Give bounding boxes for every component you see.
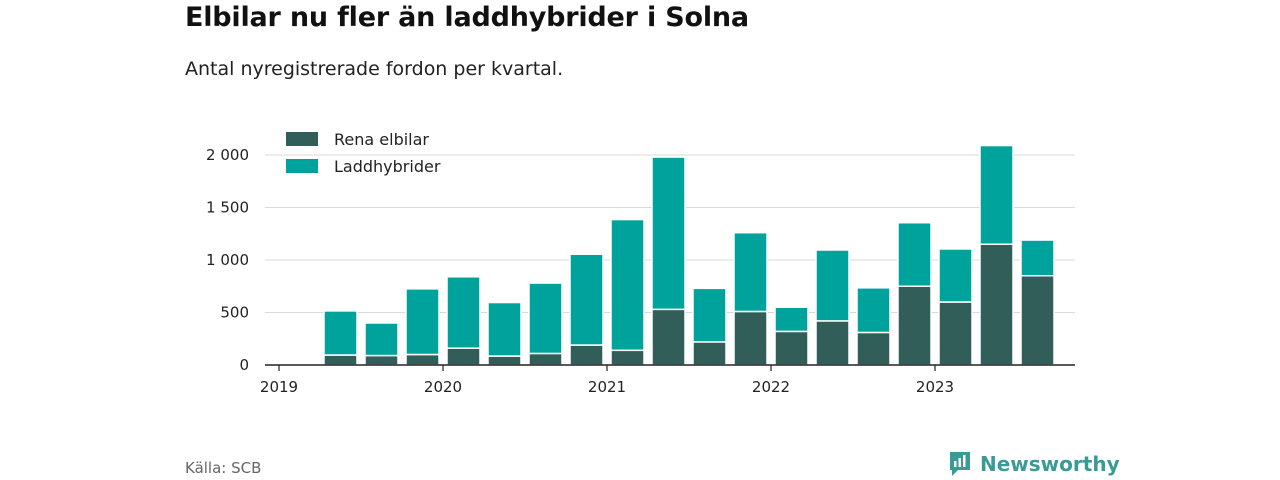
bar-rena-elbilar — [651, 308, 686, 366]
newsworthy-logo-icon — [950, 452, 970, 476]
bar-rena-elbilar — [774, 330, 809, 366]
bar-rena-elbilar — [569, 344, 604, 366]
bar-laddhybrider — [1020, 239, 1055, 277]
bar-laddhybrider — [774, 306, 809, 333]
bar-rena-elbilar — [938, 301, 973, 366]
bar-rena-elbilar — [364, 354, 399, 366]
legend-label: Laddhybrider — [334, 157, 441, 176]
bar-rena-elbilar — [856, 331, 891, 366]
legend-swatch — [286, 132, 318, 146]
y-tick-label: 500 — [220, 304, 249, 322]
chart-subtitle: Antal nyregistrerade fordon per kvartal. — [185, 58, 564, 80]
x-tick-label: 2019 — [260, 378, 298, 396]
legend-swatch — [286, 159, 318, 173]
bar-rena-elbilar — [487, 355, 522, 366]
bar-rena-elbilar — [979, 243, 1014, 366]
x-tick-label: 2021 — [588, 378, 626, 396]
bar-rena-elbilar — [733, 310, 768, 366]
x-tick-label: 2022 — [752, 378, 790, 396]
y-tick-label: 1 000 — [206, 251, 249, 269]
bar-laddhybrider — [610, 218, 645, 352]
newsworthy-brand: Newsworthy — [948, 450, 1120, 478]
source-note: Källa: SCB — [185, 459, 262, 477]
bar-laddhybrider — [405, 288, 440, 356]
bar-laddhybrider — [528, 282, 563, 355]
bar-laddhybrider — [487, 301, 522, 357]
bar-laddhybrider — [446, 276, 481, 349]
bar-rena-elbilar — [610, 349, 645, 366]
stacked-bar-chart: 0 500 1 000 1 500 2 000 2019 2020 2021 2022 2023 R… — [206, 130, 1075, 396]
bar-laddhybrider — [569, 253, 604, 346]
x-tick-label: 2023 — [916, 378, 954, 396]
bar-laddhybrider — [815, 249, 850, 322]
bar-laddhybrider — [692, 287, 727, 343]
y-tick-label: 1 500 — [206, 199, 249, 217]
bar-rena-elbilar — [323, 354, 358, 366]
bar-rena-elbilar — [815, 320, 850, 366]
x-tick-label: 2020 — [424, 378, 462, 396]
bar-laddhybrider — [364, 322, 399, 357]
bar-laddhybrider — [979, 144, 1014, 245]
bar-rena-elbilar — [1020, 275, 1055, 366]
bar-laddhybrider — [733, 231, 768, 313]
y-tick-label: 0 — [239, 356, 249, 374]
bar-rena-elbilar — [692, 341, 727, 366]
bar-rena-elbilar — [446, 347, 481, 366]
chart-title: Elbilar nu fler än laddhybrider i Solna — [185, 2, 749, 33]
bar-laddhybrider — [897, 221, 932, 288]
bar-laddhybrider — [938, 248, 973, 303]
bar-rena-elbilar — [528, 352, 563, 366]
bar-rena-elbilar — [897, 285, 932, 366]
bar-laddhybrider — [856, 287, 891, 334]
legend-label: Rena elbilar — [334, 130, 429, 149]
bar-laddhybrider — [651, 156, 686, 311]
y-tick-label: 2 000 — [206, 146, 249, 164]
bar-laddhybrider — [323, 310, 358, 356]
bar-rena-elbilar — [405, 353, 440, 366]
brand-name: Newsworthy — [980, 452, 1120, 476]
